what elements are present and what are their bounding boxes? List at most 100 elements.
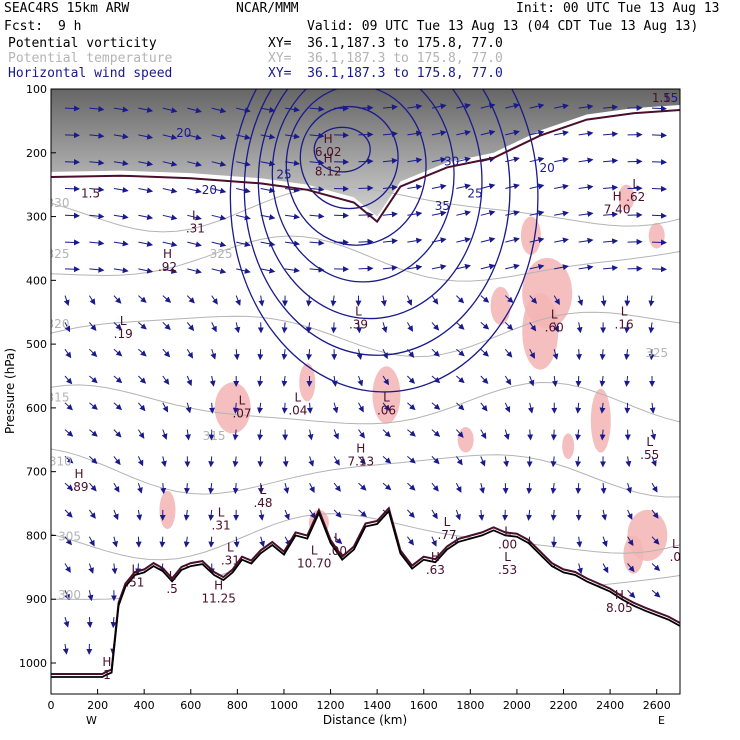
moisture-region xyxy=(490,286,511,325)
theta-contour-label: 320 xyxy=(47,317,70,331)
wind-vector xyxy=(357,375,364,387)
wind-vector xyxy=(505,263,520,270)
wind-vector xyxy=(529,237,545,243)
wind-vector xyxy=(358,185,374,192)
wind-vector xyxy=(257,429,264,441)
extremum-marker: L.55 xyxy=(640,435,659,462)
theta-contour-label: 310 xyxy=(49,454,72,468)
wind-vector xyxy=(382,104,398,111)
wind-vector xyxy=(478,509,485,521)
wind-vector xyxy=(112,536,119,548)
wind-vector xyxy=(502,509,509,521)
wind-vector xyxy=(406,295,413,306)
wind-vector xyxy=(186,295,195,304)
wind-speed-contour xyxy=(313,126,371,173)
wind-vector xyxy=(184,429,191,441)
x-tick-label: 800 xyxy=(227,699,248,712)
wind-vector xyxy=(577,295,584,307)
y-tick-label: 200 xyxy=(26,147,47,160)
extremum-type: L xyxy=(504,524,511,538)
extremum-type: L xyxy=(192,209,199,223)
wind-vector xyxy=(187,268,202,274)
wind-vector xyxy=(159,536,166,548)
wind-vector xyxy=(89,186,105,193)
wind-vector xyxy=(210,349,217,360)
wind-vector xyxy=(603,184,619,191)
wind-vector xyxy=(209,375,216,387)
wind-vector xyxy=(113,402,123,411)
wind-vector xyxy=(480,295,490,303)
wind-vector xyxy=(356,349,363,360)
theta-contour xyxy=(51,448,680,498)
wind-vector xyxy=(138,240,154,247)
wind-vector xyxy=(64,185,80,192)
wind-vector xyxy=(232,429,239,441)
moisture-region xyxy=(522,293,559,370)
wind-vector xyxy=(183,509,190,521)
wind-vector xyxy=(505,103,520,109)
wind-vector xyxy=(162,295,172,303)
wind-contour-label: 25 xyxy=(467,186,482,200)
wind-vector xyxy=(208,483,215,495)
wind-vector xyxy=(456,237,471,243)
wind-vector xyxy=(624,375,631,387)
wind-vector xyxy=(64,482,74,491)
extremum-marker: H.92 xyxy=(158,247,177,274)
wind-vector xyxy=(554,103,569,110)
wind-vector xyxy=(651,563,661,571)
extremum-type: H xyxy=(214,579,223,593)
legend-wind-xy: XY= 36.1,187.3 to 175.8, 77.0 xyxy=(268,66,503,81)
valid-label: Valid: 09 UTC Tue 13 Aug 13 (04 CDT Tue … xyxy=(307,19,699,34)
wind-vector xyxy=(162,160,178,167)
wind-vector xyxy=(111,563,118,575)
wind-vector xyxy=(257,349,264,361)
wind-vector xyxy=(382,482,392,491)
wind-vector xyxy=(576,349,582,361)
wind-vector xyxy=(162,107,178,114)
wind-vector xyxy=(64,563,71,573)
extremum-marker: L.31 xyxy=(221,540,240,567)
wind-vector xyxy=(650,429,657,441)
extremum-value: .60 xyxy=(545,321,564,335)
wind-vector xyxy=(382,238,398,245)
wind-vector xyxy=(503,456,510,468)
extremum-type: L xyxy=(218,505,225,519)
wind-vector xyxy=(309,186,325,193)
wind-vector xyxy=(649,402,656,414)
extremum-marker: L.19 xyxy=(114,314,133,341)
wind-vector xyxy=(138,402,146,412)
wind-vector xyxy=(113,267,129,274)
extremum-value: .53 xyxy=(498,563,517,577)
wind-contour-label: 20 xyxy=(202,183,217,197)
extremum-value: .19 xyxy=(114,327,133,341)
wind-vector xyxy=(456,375,465,384)
wind-vector xyxy=(456,295,465,304)
wind-vector xyxy=(407,429,416,437)
extremum-marker: H11.25 xyxy=(202,579,236,606)
wind-vector xyxy=(602,563,609,574)
wind-vector xyxy=(578,157,594,164)
wind-vector xyxy=(89,159,105,166)
wind-vector xyxy=(235,295,241,306)
wind-vector xyxy=(258,509,265,521)
wind-vector xyxy=(575,483,582,495)
wind-vector xyxy=(600,295,607,307)
wind-vector xyxy=(552,349,559,360)
wind-vector xyxy=(309,213,325,220)
wind-vector xyxy=(431,103,447,110)
wind-vector xyxy=(236,214,251,221)
wind-vector xyxy=(162,322,171,330)
wind-vector xyxy=(64,266,80,273)
wind-vector xyxy=(260,267,276,274)
fcst-label: Fcst: xyxy=(4,19,44,34)
wind-vector xyxy=(89,348,98,358)
wind-vector xyxy=(431,264,447,270)
wind-vector xyxy=(284,509,290,521)
wind-vector xyxy=(138,375,147,384)
wind-vector xyxy=(236,267,251,274)
extremum-marker: L.04 xyxy=(288,391,307,418)
wind-vector xyxy=(64,456,74,464)
wind-vector xyxy=(211,107,227,114)
extremum-type: L xyxy=(355,304,362,318)
wind-vector xyxy=(578,130,594,137)
